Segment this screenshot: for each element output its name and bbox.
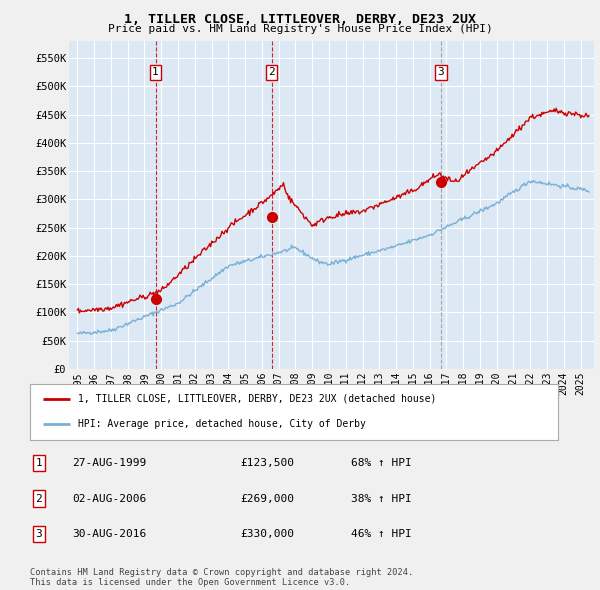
Text: 27-AUG-1999: 27-AUG-1999 <box>72 458 146 468</box>
Text: 2: 2 <box>268 67 275 77</box>
Text: HPI: Average price, detached house, City of Derby: HPI: Average price, detached house, City… <box>77 419 365 430</box>
Text: 1, TILLER CLOSE, LITTLEOVER, DERBY, DE23 2UX: 1, TILLER CLOSE, LITTLEOVER, DERBY, DE23… <box>124 13 476 26</box>
Text: 68% ↑ HPI: 68% ↑ HPI <box>351 458 412 468</box>
Text: 1: 1 <box>35 458 43 468</box>
Text: £123,500: £123,500 <box>240 458 294 468</box>
Text: 2: 2 <box>35 494 43 503</box>
Text: £330,000: £330,000 <box>240 529 294 539</box>
Text: 02-AUG-2006: 02-AUG-2006 <box>72 494 146 503</box>
Text: Price paid vs. HM Land Registry's House Price Index (HPI): Price paid vs. HM Land Registry's House … <box>107 24 493 34</box>
Text: 3: 3 <box>437 67 444 77</box>
Text: 1, TILLER CLOSE, LITTLEOVER, DERBY, DE23 2UX (detached house): 1, TILLER CLOSE, LITTLEOVER, DERBY, DE23… <box>77 394 436 404</box>
Text: 3: 3 <box>35 529 43 539</box>
Text: £269,000: £269,000 <box>240 494 294 503</box>
Text: 1: 1 <box>152 67 159 77</box>
Text: Contains HM Land Registry data © Crown copyright and database right 2024.
This d: Contains HM Land Registry data © Crown c… <box>30 568 413 587</box>
Text: 38% ↑ HPI: 38% ↑ HPI <box>351 494 412 503</box>
Text: 30-AUG-2016: 30-AUG-2016 <box>72 529 146 539</box>
Text: 46% ↑ HPI: 46% ↑ HPI <box>351 529 412 539</box>
